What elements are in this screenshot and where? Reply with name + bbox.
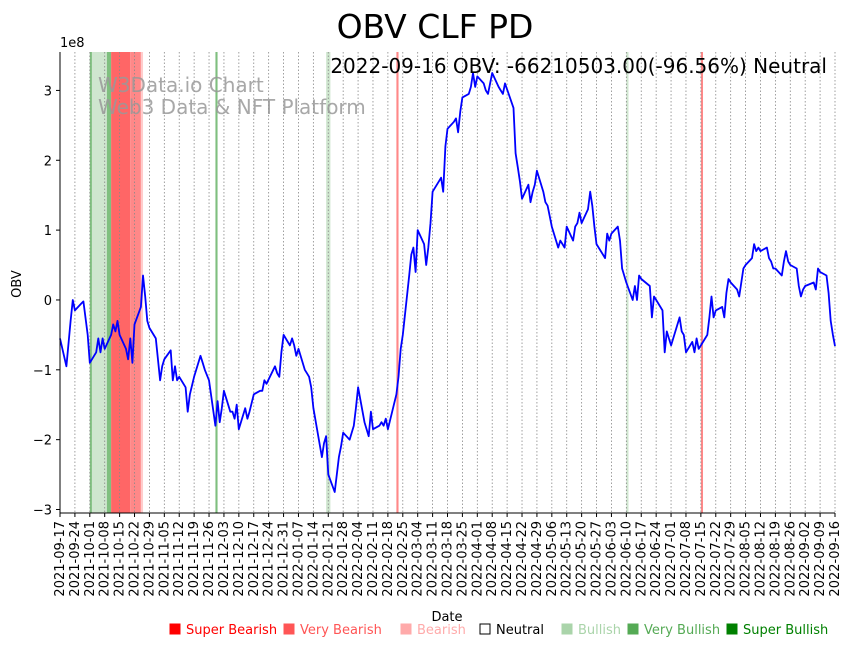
x-tick-label: 2022-08-05 bbox=[739, 521, 754, 597]
x-ticks: 2021-09-17 2021-09-24 2021-10-01 2021-10-08… bbox=[53, 513, 843, 597]
x-tick-label: 2021-10-15 bbox=[113, 521, 128, 597]
y-axis-label: OBV bbox=[10, 270, 25, 298]
signal-band bbox=[626, 52, 629, 513]
x-tick-label: 2021-12-31 bbox=[277, 521, 292, 597]
legend-label: Bullish bbox=[578, 623, 621, 638]
x-tick-label: 2021-10-29 bbox=[142, 521, 157, 597]
signal-bands bbox=[89, 52, 703, 513]
signal-legend: Super Bearish Very Bearish Bearish Neutral B… bbox=[169, 623, 828, 638]
signal-band bbox=[91, 52, 107, 513]
x-gridlines bbox=[59, 52, 836, 513]
x-tick-label: 2022-09-09 bbox=[813, 521, 828, 597]
x-tick-label: 2022-09-16 bbox=[828, 521, 843, 597]
signal-band bbox=[89, 52, 92, 513]
x-tick-label: 2022-03-11 bbox=[426, 521, 441, 597]
x-tick-label: 2021-12-24 bbox=[262, 521, 277, 597]
signal-band bbox=[130, 52, 141, 513]
x-tick-label: 2021-11-26 bbox=[202, 521, 217, 597]
legend-label: Bearish bbox=[417, 623, 466, 638]
y-tick-label: 2 bbox=[44, 154, 52, 169]
x-tick-label: 2022-07-15 bbox=[694, 521, 709, 597]
x-tick-label: 2022-07-01 bbox=[664, 521, 679, 597]
y-tick-label: 3 bbox=[44, 84, 52, 99]
legend-label: Neutral bbox=[496, 623, 544, 638]
y-tick-label: −1 bbox=[33, 364, 52, 379]
axes bbox=[59, 52, 835, 514]
legend-swatch bbox=[726, 623, 738, 635]
signal-band bbox=[700, 52, 703, 513]
legend-swatch bbox=[479, 623, 491, 635]
x-tick-label: 2021-12-17 bbox=[247, 521, 262, 597]
y-tick-label: 1 bbox=[44, 224, 52, 239]
legend-swatch bbox=[627, 623, 639, 635]
x-tick-label: 2022-08-12 bbox=[753, 521, 768, 597]
watermark-line-1: W3Data.io Chart bbox=[98, 73, 264, 97]
x-tick-label: 2022-09-02 bbox=[798, 521, 813, 597]
y-tick-label: 0 bbox=[44, 294, 52, 309]
obv-line bbox=[59, 72, 836, 493]
x-tick-label: 2022-04-29 bbox=[530, 521, 545, 597]
legend-label: Super Bearish bbox=[186, 623, 277, 638]
x-tick-label: 2022-06-24 bbox=[649, 521, 664, 597]
x-tick-label: 2022-06-03 bbox=[604, 521, 619, 597]
x-tick-label: 2022-04-08 bbox=[485, 521, 500, 597]
x-tick-label: 2022-04-01 bbox=[470, 521, 485, 597]
x-tick-label: 2022-02-11 bbox=[366, 521, 381, 597]
x-tick-label: 2021-10-22 bbox=[128, 521, 143, 597]
x-tick-label: 2022-01-28 bbox=[336, 521, 351, 597]
x-tick-label: 2022-05-27 bbox=[590, 521, 605, 597]
y-tick-label: −3 bbox=[33, 504, 52, 519]
x-tick-label: 2022-07-22 bbox=[709, 521, 724, 597]
x-tick-label: 2022-02-18 bbox=[381, 521, 396, 597]
x-tick-label: 2021-10-08 bbox=[98, 521, 113, 597]
x-tick-label: 2021-09-24 bbox=[68, 521, 83, 597]
y-multiplier: 1e8 bbox=[60, 36, 85, 51]
legend-swatch bbox=[400, 623, 412, 635]
x-tick-label: 2021-12-10 bbox=[232, 521, 247, 597]
legend-swatch bbox=[169, 623, 181, 635]
x-tick-label: 2022-03-04 bbox=[411, 521, 426, 597]
legend-swatch bbox=[283, 623, 295, 635]
x-tick-label: 2022-05-20 bbox=[575, 521, 590, 597]
signal-band bbox=[106, 52, 112, 513]
x-tick-label: 2022-03-18 bbox=[441, 521, 456, 597]
x-tick-label: 2022-07-29 bbox=[724, 521, 739, 597]
x-tick-label: 2021-11-19 bbox=[187, 521, 202, 597]
x-tick-label: 2022-06-10 bbox=[619, 521, 634, 597]
x-tick-label: 2022-05-13 bbox=[560, 521, 575, 597]
x-tick-label: 2022-04-22 bbox=[515, 521, 530, 597]
x-tick-label: 2022-03-25 bbox=[455, 521, 470, 597]
legend-label: Very Bearish bbox=[300, 623, 382, 638]
legend-label: Very Bullish bbox=[644, 623, 720, 638]
x-tick-label: 2021-12-03 bbox=[217, 521, 232, 597]
x-tick-label: 2022-08-19 bbox=[768, 521, 783, 597]
x-tick-label: 2021-09-17 bbox=[53, 521, 68, 597]
x-tick-label: 2022-08-26 bbox=[783, 521, 798, 597]
y-tick-label: −2 bbox=[33, 434, 52, 449]
chart-title: OBV CLF PD bbox=[337, 7, 534, 46]
x-axis-label: Date bbox=[431, 610, 462, 625]
legend-label: Super Bullish bbox=[743, 623, 828, 638]
status-text: 2022-09-16 OBV: -66210503.00(-96.56%) Ne… bbox=[330, 54, 827, 78]
x-tick-label: 2022-04-15 bbox=[500, 521, 515, 597]
x-tick-label: 2022-01-21 bbox=[321, 521, 336, 597]
x-tick-label: 2022-07-08 bbox=[679, 521, 694, 597]
x-tick-label: 2022-05-06 bbox=[545, 521, 560, 597]
signal-band bbox=[326, 52, 331, 513]
signal-band bbox=[111, 52, 131, 513]
signal-band bbox=[396, 52, 399, 513]
x-tick-label: 2022-02-04 bbox=[351, 521, 366, 597]
x-tick-label: 2022-06-17 bbox=[634, 521, 649, 597]
x-tick-label: 2021-11-05 bbox=[157, 521, 172, 597]
signal-band bbox=[215, 52, 218, 513]
x-tick-label: 2022-02-25 bbox=[396, 521, 411, 597]
legend-swatch bbox=[561, 623, 573, 635]
x-tick-label: 2022-01-14 bbox=[306, 521, 321, 597]
watermark-line-2: Web3 Data & NFT Platform bbox=[98, 95, 366, 119]
x-tick-label: 2021-10-01 bbox=[83, 521, 98, 597]
x-tick-label: 2022-01-07 bbox=[291, 521, 306, 597]
y-ticks: −3 −2 −1 0 1 2 3 bbox=[33, 84, 60, 519]
x-tick-label: 2021-11-12 bbox=[172, 521, 187, 597]
